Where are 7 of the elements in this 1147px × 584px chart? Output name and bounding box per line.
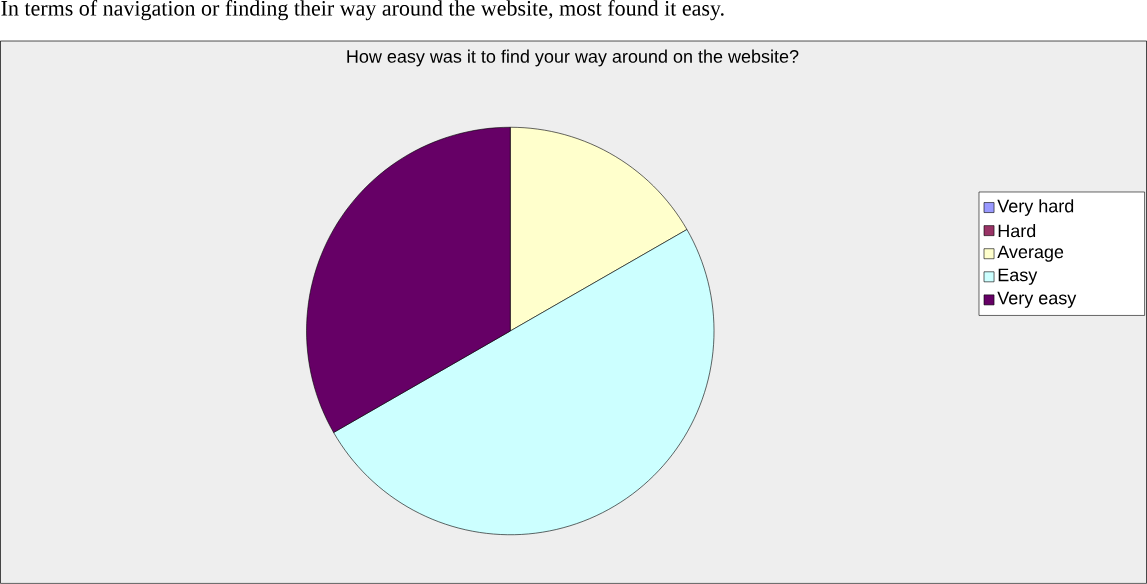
legend-label: Very hard — [997, 199, 1074, 217]
legend-label: Easy — [998, 268, 1038, 285]
legend-label: Very easy — [997, 291, 1077, 309]
chart-title: How easy was it to find your way around on the website? — [347, 49, 799, 67]
text: In terms of navigation or finding their way around the website, most found it easy. — [1, 0, 724, 21]
legend-label: Average — [997, 245, 1064, 262]
legend-label: Hard — [998, 224, 1036, 238]
